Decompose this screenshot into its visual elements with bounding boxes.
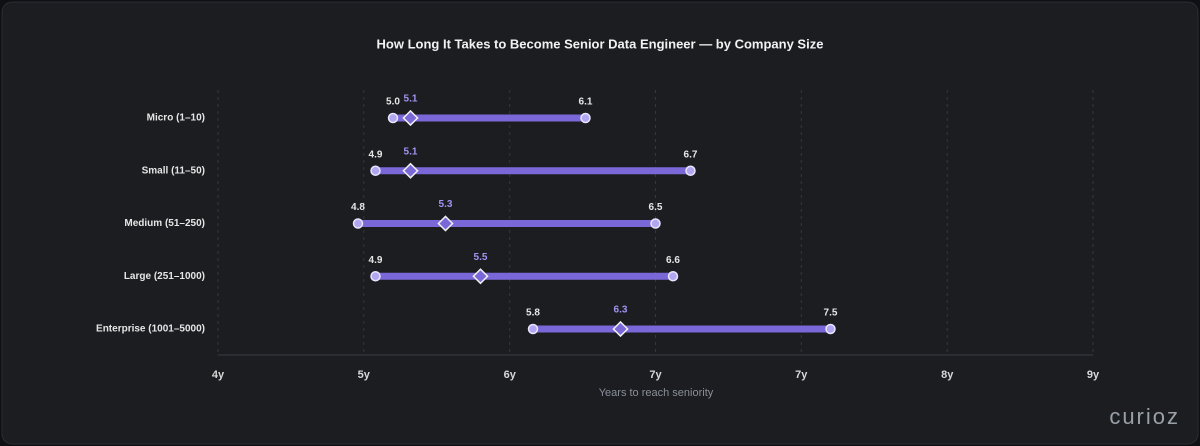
high-point: [685, 165, 696, 176]
low-point: [387, 112, 399, 124]
high-label: 6.1: [579, 97, 593, 108]
x-axis-label: Years to reach seniority: [599, 387, 714, 399]
high-label: 6.7: [684, 149, 698, 160]
category-label: Small (11–50): [142, 165, 205, 176]
low-label: 5.0: [386, 97, 400, 108]
low-label: 4.9: [369, 149, 383, 160]
category-label: Medium (51–250): [124, 218, 205, 229]
mid-label: 6.3: [614, 305, 628, 316]
mid-point: [472, 268, 489, 285]
high-label: 7.5: [824, 308, 838, 319]
category-label: Large (251–1000): [124, 271, 205, 282]
mid-point: [402, 162, 419, 179]
low-label: 4.8: [351, 202, 365, 213]
x-tick-label: 7y: [649, 369, 662, 381]
low-point: [527, 323, 539, 335]
x-tick-label: 7y: [795, 369, 808, 381]
mid-label: 5.1: [404, 94, 418, 105]
high-label: 6.5: [649, 202, 663, 213]
watermark: curioz: [1109, 404, 1180, 429]
x-tick-label: 4y: [212, 369, 225, 381]
mid-point: [612, 320, 629, 338]
low-point: [370, 165, 381, 176]
chart-title: How Long It Takes to Become Senior Data …: [377, 36, 824, 51]
mid-label: 5.5: [474, 252, 488, 263]
high-point: [650, 218, 661, 229]
x-tick-label: 9y: [1087, 369, 1100, 381]
low-point: [370, 271, 381, 282]
x-tick-label: 6y: [504, 369, 517, 381]
mid-label: 5.3: [439, 199, 453, 210]
x-tick-label: 5y: [358, 369, 371, 381]
high-point: [667, 271, 679, 282]
high-point: [825, 323, 836, 335]
mid-point: [437, 215, 454, 232]
mid-point: [402, 109, 419, 127]
category-label: Micro (1–10): [147, 113, 205, 124]
low-label: 4.9: [369, 255, 383, 266]
x-tick-label: 8y: [941, 369, 954, 381]
low-point: [352, 218, 364, 229]
low-label: 5.8: [526, 308, 540, 319]
high-label: 6.6: [666, 255, 680, 266]
high-point: [580, 112, 591, 124]
category-label: Enterprise (1001–5000): [96, 324, 205, 335]
mid-label: 5.1: [404, 146, 418, 157]
